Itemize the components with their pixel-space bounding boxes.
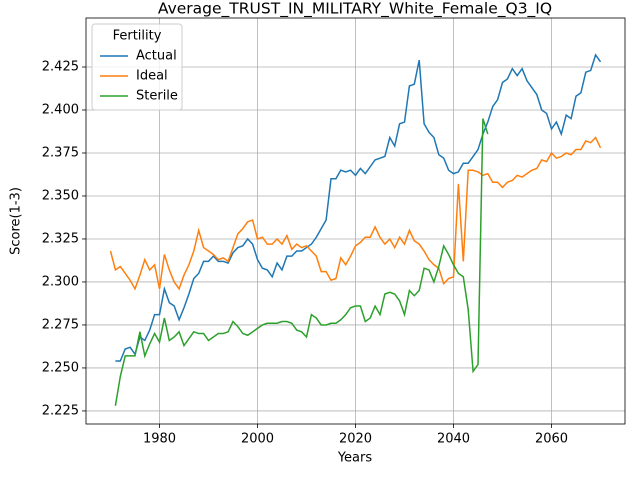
legend-box	[91, 23, 183, 111]
y-tick-label: 2.425	[42, 60, 79, 75]
y-tick-label: 2.325	[42, 231, 79, 246]
y-tick-label: 2.350	[42, 188, 79, 203]
x-tick-label: 1980	[143, 432, 176, 447]
x-axis-label: Years	[337, 451, 373, 466]
series-line	[109, 136, 602, 291]
x-tick-label: 2060	[535, 432, 568, 447]
y-tick-label: 2.275	[42, 317, 79, 332]
y-tick-label: 2.250	[42, 360, 79, 375]
x-tick-label: 2000	[241, 432, 274, 447]
legend-label: Actual	[136, 49, 177, 64]
y-axis-label: Score(1-3)	[9, 187, 24, 255]
series-line	[115, 53, 602, 362]
legend-title: Fertility	[113, 29, 162, 44]
legend-label: Sterile	[136, 89, 178, 104]
chart-title: Average_TRUST_IN_MILITARY_White_Female_Q…	[158, 0, 552, 19]
legend: Fertility Actual Ideal Sterile	[91, 23, 183, 111]
y-tick-label: 2.400	[42, 102, 79, 117]
y-tick-label: 2.375	[42, 145, 79, 160]
x-tick-label: 2040	[437, 432, 470, 447]
legend-label: Ideal	[136, 69, 168, 84]
y-tick-label: 2.300	[42, 274, 79, 289]
y-tick-label: 2.225	[42, 403, 79, 418]
plot-frame	[85, 17, 626, 425]
x-tick-label: 2020	[339, 432, 372, 447]
series-line	[114, 118, 489, 406]
